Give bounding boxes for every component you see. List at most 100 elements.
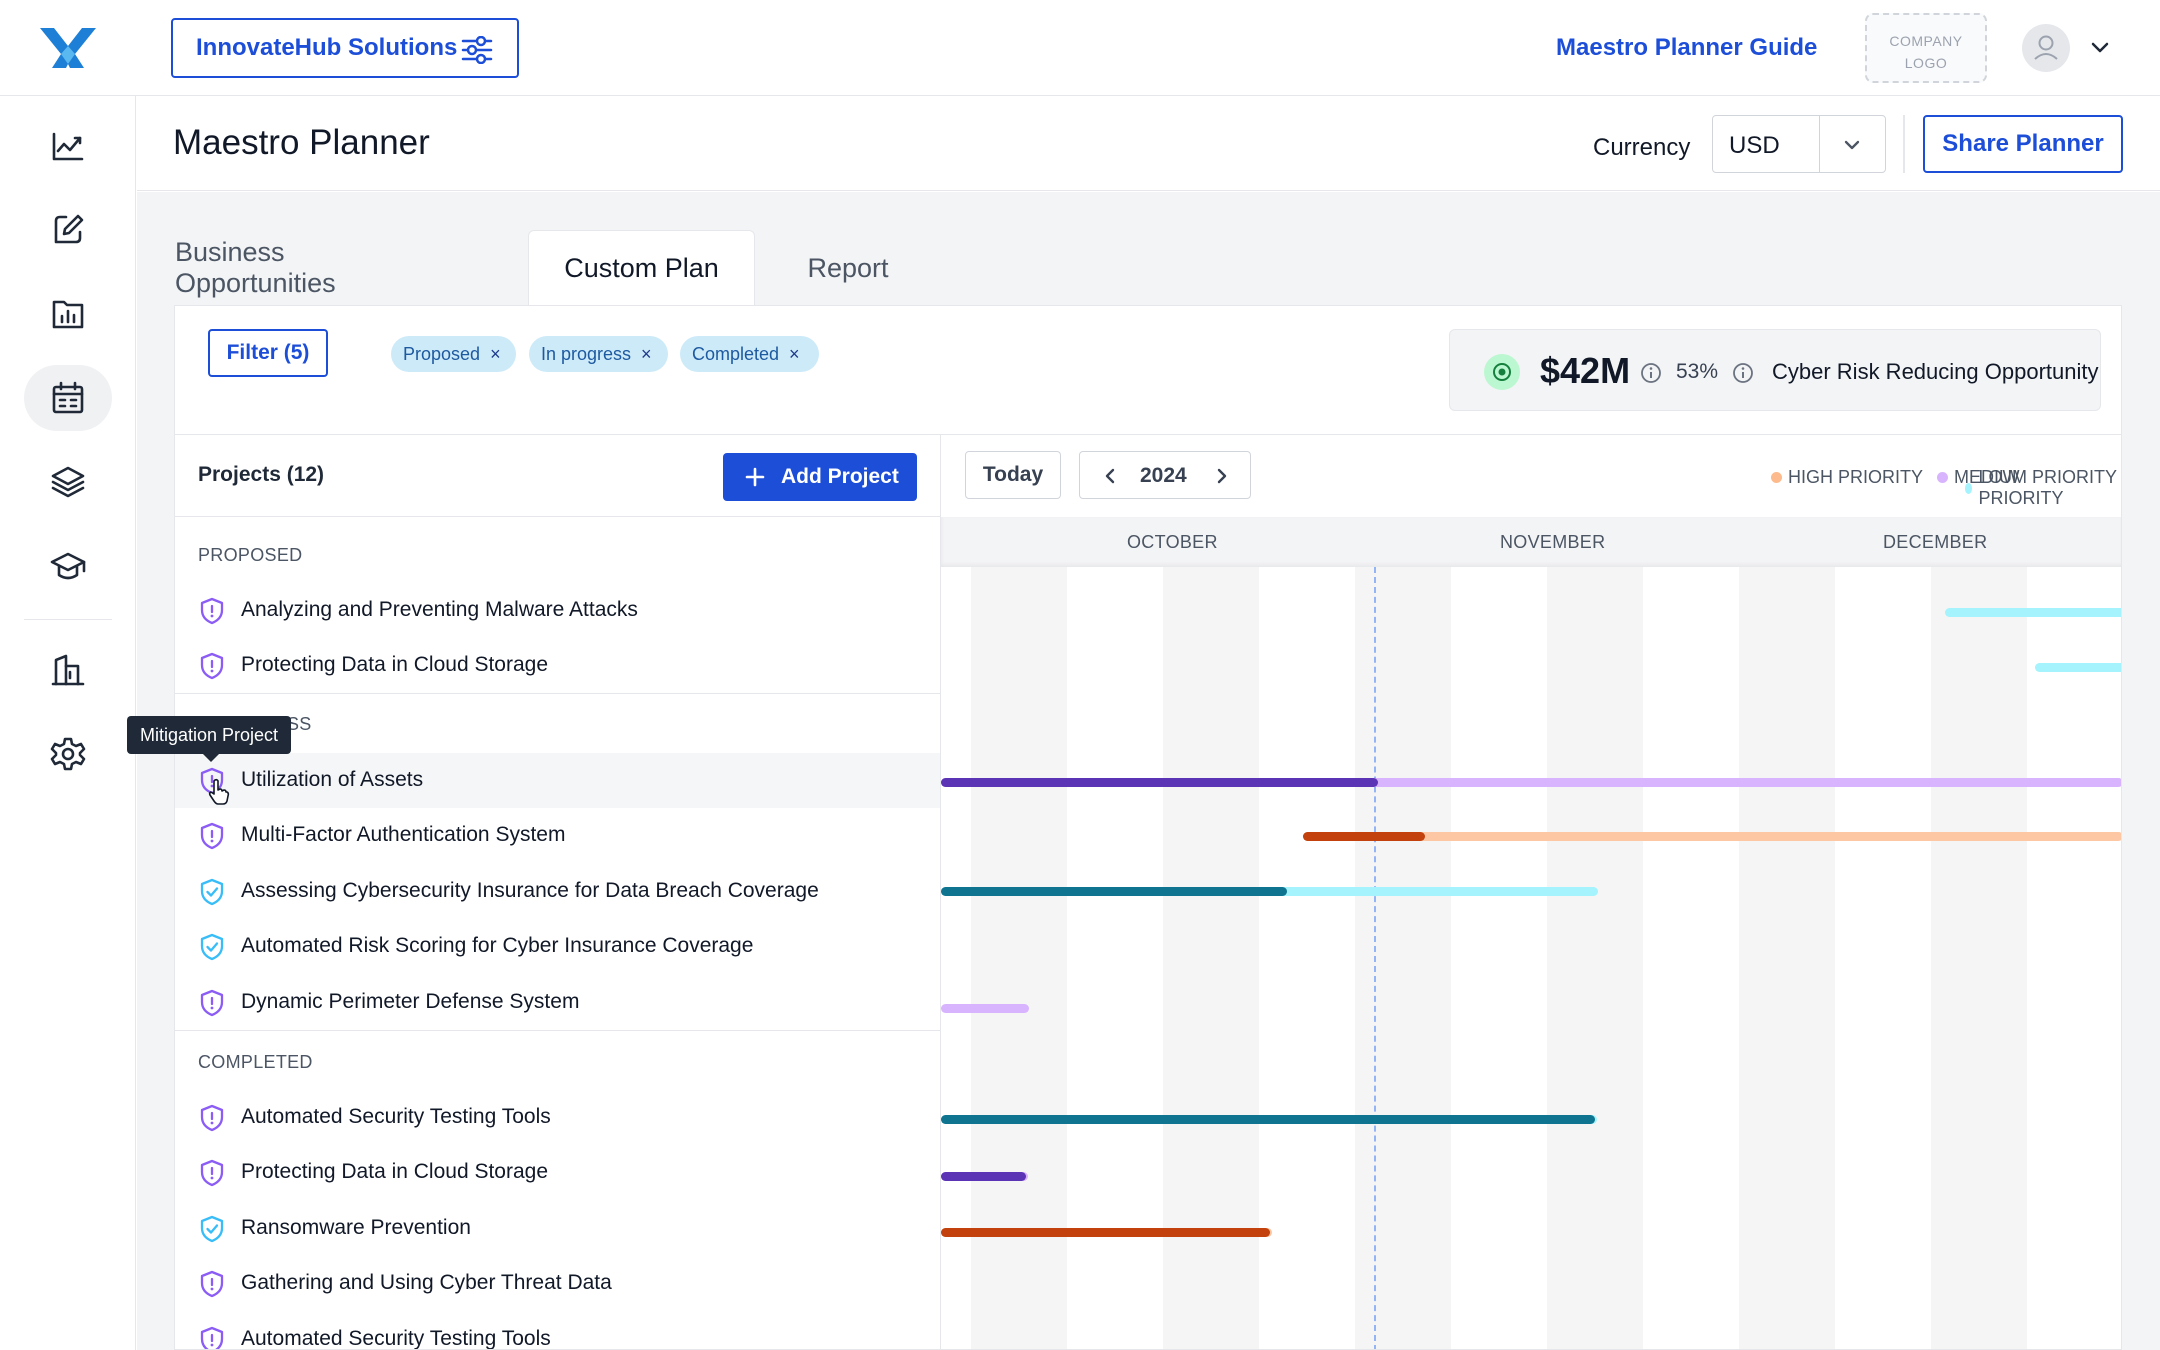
project-name: Automated Security Testing Tools <box>241 1105 551 1128</box>
app-logo-icon[interactable] <box>38 26 98 70</box>
project-row[interactable]: Automated Security Testing Tools <box>175 1090 940 1145</box>
tooltip: Mitigation Project <box>127 716 292 762</box>
shield-alert-icon <box>200 822 224 850</box>
project-name: Dynamic Perimeter Defense System <box>241 990 580 1013</box>
project-row[interactable]: Analyzing and Preventing Malware Attacks <box>175 583 940 638</box>
nav-layers[interactable] <box>24 449 112 515</box>
nav-education[interactable] <box>24 533 112 599</box>
filter-chip-proposed: Proposed × <box>391 336 516 372</box>
currency-value: USD <box>1729 132 1780 159</box>
shield-alert-icon <box>200 597 224 625</box>
project-row[interactable]: Gathering and Using Cyber Threat Data <box>175 1256 940 1311</box>
filter-button[interactable]: Filter (5) <box>208 329 328 377</box>
chip-label: In progress <box>541 343 632 364</box>
chip-remove-icon[interactable]: × <box>789 343 800 364</box>
legend-label: MEDIUM PRIORITY <box>1954 467 2118 487</box>
project-row[interactable]: Ransomware Prevention <box>175 1201 940 1256</box>
tab-report[interactable]: Report <box>807 252 889 283</box>
timeline-grid <box>941 567 2121 1349</box>
project-list: Projects (12) Add Project PROPOSED Analy… <box>175 435 941 1349</box>
month-label: OCTOBER <box>1127 532 1218 552</box>
nav-planner[interactable] <box>24 365 112 431</box>
share-planner-button[interactable]: Share Planner <box>1923 115 2123 173</box>
tab-custom-plan[interactable]: Custom Plan <box>528 230 755 306</box>
gantt-bar[interactable] <box>941 1115 1597 1124</box>
group-label-completed: COMPLETED <box>198 1052 313 1072</box>
user-avatar[interactable] <box>2022 24 2070 72</box>
project-name: Protecting Data in Cloud Storage <box>241 1160 549 1183</box>
gantt-bar[interactable] <box>1303 832 2121 841</box>
planner-guide-link[interactable]: Maestro Planner Guide <box>1556 34 1818 61</box>
gantt-bar[interactable] <box>941 1172 1028 1181</box>
page-title: Maestro Planner <box>173 123 430 162</box>
legend-dot <box>1965 482 1973 494</box>
project-name: Multi-Factor Authentication System <box>241 823 566 846</box>
add-project-button[interactable]: Add Project <box>723 453 917 501</box>
chip-remove-icon[interactable]: × <box>490 343 501 364</box>
legend-high: HIGH PRIORITY <box>1771 467 1923 488</box>
chevron-down-icon[interactable] <box>2088 36 2112 60</box>
filter-chip-in-progress: In progress × <box>529 336 668 372</box>
chevron-right-icon[interactable] <box>1212 466 1232 486</box>
calendar-icon <box>52 381 84 414</box>
grid-stripe <box>1355 567 1451 1349</box>
today-button[interactable]: Today <box>965 451 1061 499</box>
nav-edit[interactable] <box>24 197 112 263</box>
project-row[interactable]: Dynamic Perimeter Defense System <box>175 975 940 1030</box>
project-row[interactable]: Protecting Data in Cloud Storage <box>175 638 940 693</box>
edit-document-icon <box>54 214 84 244</box>
gantt-bar[interactable] <box>941 778 2121 787</box>
legend-label: HIGH PRIORITY <box>1788 467 1924 487</box>
filter-chip-completed: Completed × <box>680 336 819 372</box>
project-row[interactable]: Protecting Data in Cloud Storage <box>175 1145 940 1200</box>
project-row[interactable]: Automated Security Testing Tools <box>175 1312 940 1349</box>
organization-name: InnovateHub Solutions <box>196 34 458 61</box>
chip-remove-icon[interactable]: × <box>641 343 652 364</box>
project-name: Utilization of Assets <box>241 768 424 791</box>
gantt-bar-progress <box>941 1228 1270 1237</box>
group-label-proposed: PROPOSED <box>198 545 303 565</box>
year-navigator: 2024 <box>1079 451 1251 499</box>
settings-icon <box>50 737 86 771</box>
project-row[interactable]: Utilization of Assets <box>175 753 940 808</box>
add-project-label: Add Project <box>781 465 899 488</box>
nav-reports[interactable] <box>24 281 112 347</box>
chevron-down-icon <box>1844 140 1860 150</box>
currency-select[interactable]: USD <box>1712 115 1886 173</box>
company-logo-placeholder: COMPANY LOGO <box>1865 13 1987 83</box>
header-divider <box>1903 115 1905 173</box>
project-name: Analyzing and Preventing Malware Attacks <box>241 598 638 621</box>
target-icon <box>1484 354 1520 390</box>
page-header: Maestro Planner Currency USD Share Plann… <box>137 97 2160 191</box>
company-logo-line2: LOGO <box>1904 55 1948 71</box>
timeline-toolbar: Today 2024 HIGH PRIORITY MEDIUM PRIORITY… <box>941 435 2121 517</box>
project-row[interactable]: Automated Risk Scoring for Cyber Insuran… <box>175 919 940 974</box>
organization-selector-button[interactable]: InnovateHub Solutions <box>171 18 519 78</box>
project-row[interactable]: Assessing Cybersecurity Insurance for Da… <box>175 864 940 919</box>
gantt-bar[interactable] <box>941 887 1598 896</box>
main-content: Business Opportunities Custom Plan Repor… <box>137 192 2160 1350</box>
buildings-icon <box>51 654 85 686</box>
user-icon <box>2034 35 2058 60</box>
shield-check-icon <box>200 1215 224 1243</box>
project-row[interactable]: Multi-Factor Authentication System <box>175 808 940 863</box>
shield-alert-icon <box>200 1326 224 1349</box>
grid-stripe <box>1547 567 1643 1349</box>
nav-settings[interactable] <box>24 721 112 787</box>
grid-stripe <box>1931 567 2027 1349</box>
nav-organization[interactable] <box>24 637 112 703</box>
opportunity-amount: $42M <box>1540 350 1631 391</box>
gantt-bar[interactable] <box>2035 663 2121 672</box>
chevron-left-icon[interactable] <box>1100 466 1120 486</box>
month-header: OCTOBER NOVEMBER DECEMBER <box>941 517 2121 567</box>
info-icon[interactable] <box>1732 362 1754 384</box>
opportunity-label: Cyber Risk Reducing Opportunity <box>1772 359 2099 384</box>
shield-alert-icon <box>200 989 224 1017</box>
nav-dashboard[interactable] <box>24 113 112 179</box>
tab-business-opportunities[interactable]: Business Opportunities <box>175 237 336 298</box>
info-icon[interactable] <box>1640 362 1662 384</box>
gantt-bar[interactable] <box>941 1004 1029 1013</box>
top-bar: InnovateHub Solutions Maestro Planner Gu… <box>0 0 2160 96</box>
gantt-bar[interactable] <box>1945 608 2121 617</box>
gantt-bar[interactable] <box>941 1228 1272 1237</box>
